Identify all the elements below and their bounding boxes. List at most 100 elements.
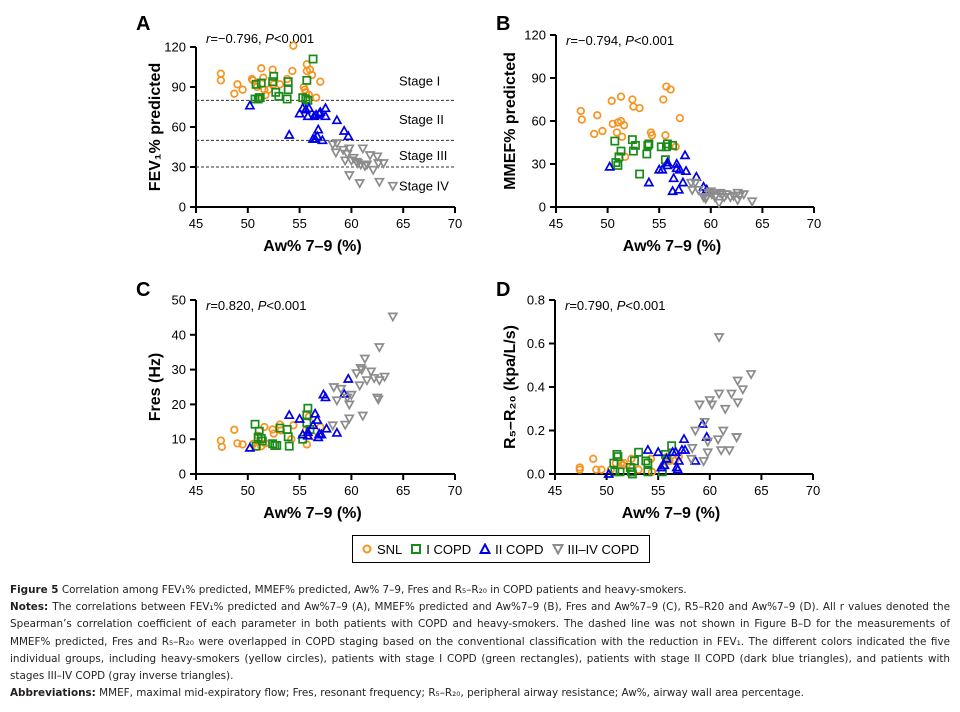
data-point-triangle xyxy=(331,114,343,125)
data-point-circle xyxy=(592,465,601,474)
data-point-triangle xyxy=(303,102,315,113)
correlation-annotation: r=−0.796, P<0.001 xyxy=(206,31,314,46)
y-tick-label: 50 xyxy=(172,293,186,308)
data-point-circle xyxy=(608,119,617,129)
data-point-square xyxy=(610,467,620,477)
data-point-triangle xyxy=(307,419,319,430)
data-point-circle xyxy=(635,103,644,113)
data-point-inverse-triangle xyxy=(331,396,343,407)
x-tick-label: 50 xyxy=(241,216,255,231)
data-point-inverse-triangle xyxy=(737,385,749,396)
series-snl xyxy=(216,41,325,102)
data-point-square xyxy=(643,467,653,477)
data-point-inverse-triangle xyxy=(387,181,399,192)
y-tick-label: 90 xyxy=(532,71,546,86)
data-point-triangle xyxy=(658,459,670,470)
data-point-circle xyxy=(576,106,585,116)
data-point-square xyxy=(251,79,261,89)
y-tick-label: 0 xyxy=(179,467,186,482)
y-tick-label: 0.2 xyxy=(527,423,545,438)
data-point-triangle xyxy=(321,422,332,433)
data-point-triangle xyxy=(603,468,615,478)
data-point-circle xyxy=(607,96,616,106)
data-point-square xyxy=(283,432,293,442)
x-tick-label: 45 xyxy=(189,216,203,231)
data-point-inverse-triangle xyxy=(689,178,701,189)
data-point-circle xyxy=(217,442,227,452)
legend-item-iii-iv-copd: III–IV COPD xyxy=(551,542,639,557)
y-tick-label: 20 xyxy=(172,397,186,412)
y-tick-label: 0 xyxy=(179,200,186,215)
data-point-circle xyxy=(619,121,629,130)
data-point-square xyxy=(268,77,278,87)
x-tick-label: 65 xyxy=(396,216,410,231)
data-point-triangle xyxy=(342,373,354,383)
data-point-square xyxy=(643,140,653,150)
correlation-annotation: r=0.820, P<0.001 xyxy=(206,298,307,313)
data-point-circle xyxy=(647,131,657,140)
caption-title-text: Correlation among FEV₁% predicted, MMEF%… xyxy=(58,584,687,596)
data-point-triangle xyxy=(679,444,691,454)
x-tick-label: 60 xyxy=(704,216,718,231)
data-point-triangle xyxy=(662,159,673,170)
y-axis-label: R₅–R₂₀ (kpa/L/s) xyxy=(502,325,519,449)
data-point-inverse-triangle xyxy=(361,160,373,171)
data-point-square xyxy=(302,75,312,85)
data-point-triangle xyxy=(309,133,321,143)
x-tick-label: 55 xyxy=(652,216,666,231)
data-point-triangle xyxy=(320,110,331,121)
data-point-inverse-triangle xyxy=(357,144,369,155)
data-point-inverse-triangle xyxy=(359,354,371,365)
x-tick-label: 65 xyxy=(755,216,769,231)
y-tick-label: 0.4 xyxy=(527,380,545,395)
legend-item-i-copd: I COPD xyxy=(410,542,471,557)
caption-title-label: Figure 5 xyxy=(10,584,59,596)
data-point-inverse-triangle xyxy=(379,372,390,383)
x-tick-label: 45 xyxy=(549,216,563,231)
y-axis-label: FEV₁% predicted xyxy=(147,63,164,191)
data-point-inverse-triangle xyxy=(373,376,385,386)
data-point-inverse-triangle xyxy=(732,398,744,409)
data-point-triangle xyxy=(312,123,324,134)
data-point-square xyxy=(644,139,654,149)
data-point-inverse-triangle xyxy=(378,159,389,169)
data-point-inverse-triangle xyxy=(356,365,368,376)
data-point-inverse-triangle xyxy=(343,414,355,425)
x-tick-label: 70 xyxy=(806,483,820,498)
data-point-inverse-triangle xyxy=(702,437,714,448)
y-tick-label: 120 xyxy=(164,40,186,55)
y-tick-label: 30 xyxy=(172,160,186,175)
data-point-inverse-triangle xyxy=(717,426,729,437)
data-point-square xyxy=(634,447,644,457)
data-point-inverse-triangle xyxy=(731,433,743,443)
data-point-inverse-triangle xyxy=(373,177,385,188)
data-point-circle xyxy=(628,95,637,104)
y-tick-label: 30 xyxy=(532,157,546,172)
data-point-square xyxy=(257,436,267,446)
data-point-inverse-triangle xyxy=(713,198,725,209)
data-point-square xyxy=(251,441,261,451)
stage-label: Stage I xyxy=(399,73,440,88)
data-point-square xyxy=(663,139,672,149)
data-point-square xyxy=(627,469,637,479)
y-tick-label: 60 xyxy=(172,120,186,135)
series-ii-copd xyxy=(604,149,713,196)
data-point-inverse-triangle xyxy=(713,333,725,343)
y-tick-label: 0.6 xyxy=(527,336,545,351)
x-tick-label: 60 xyxy=(344,216,358,231)
data-point-square xyxy=(631,140,640,150)
data-point-triangle xyxy=(316,134,328,145)
data-point-square xyxy=(630,456,639,466)
data-point-inverse-triangle xyxy=(732,376,744,387)
data-point-square xyxy=(616,146,626,156)
data-point-circle xyxy=(675,113,684,123)
data-point-square xyxy=(643,458,653,468)
legend-item-snl: SNL xyxy=(361,542,402,557)
data-point-circle xyxy=(230,89,239,98)
data-point-circle xyxy=(316,77,325,86)
panel-letter: B xyxy=(496,13,510,35)
y-tick-label: 0.8 xyxy=(527,293,545,308)
data-point-inverse-triangle xyxy=(345,390,357,401)
data-point-inverse-triangle xyxy=(361,376,373,386)
data-point-square xyxy=(610,136,620,146)
